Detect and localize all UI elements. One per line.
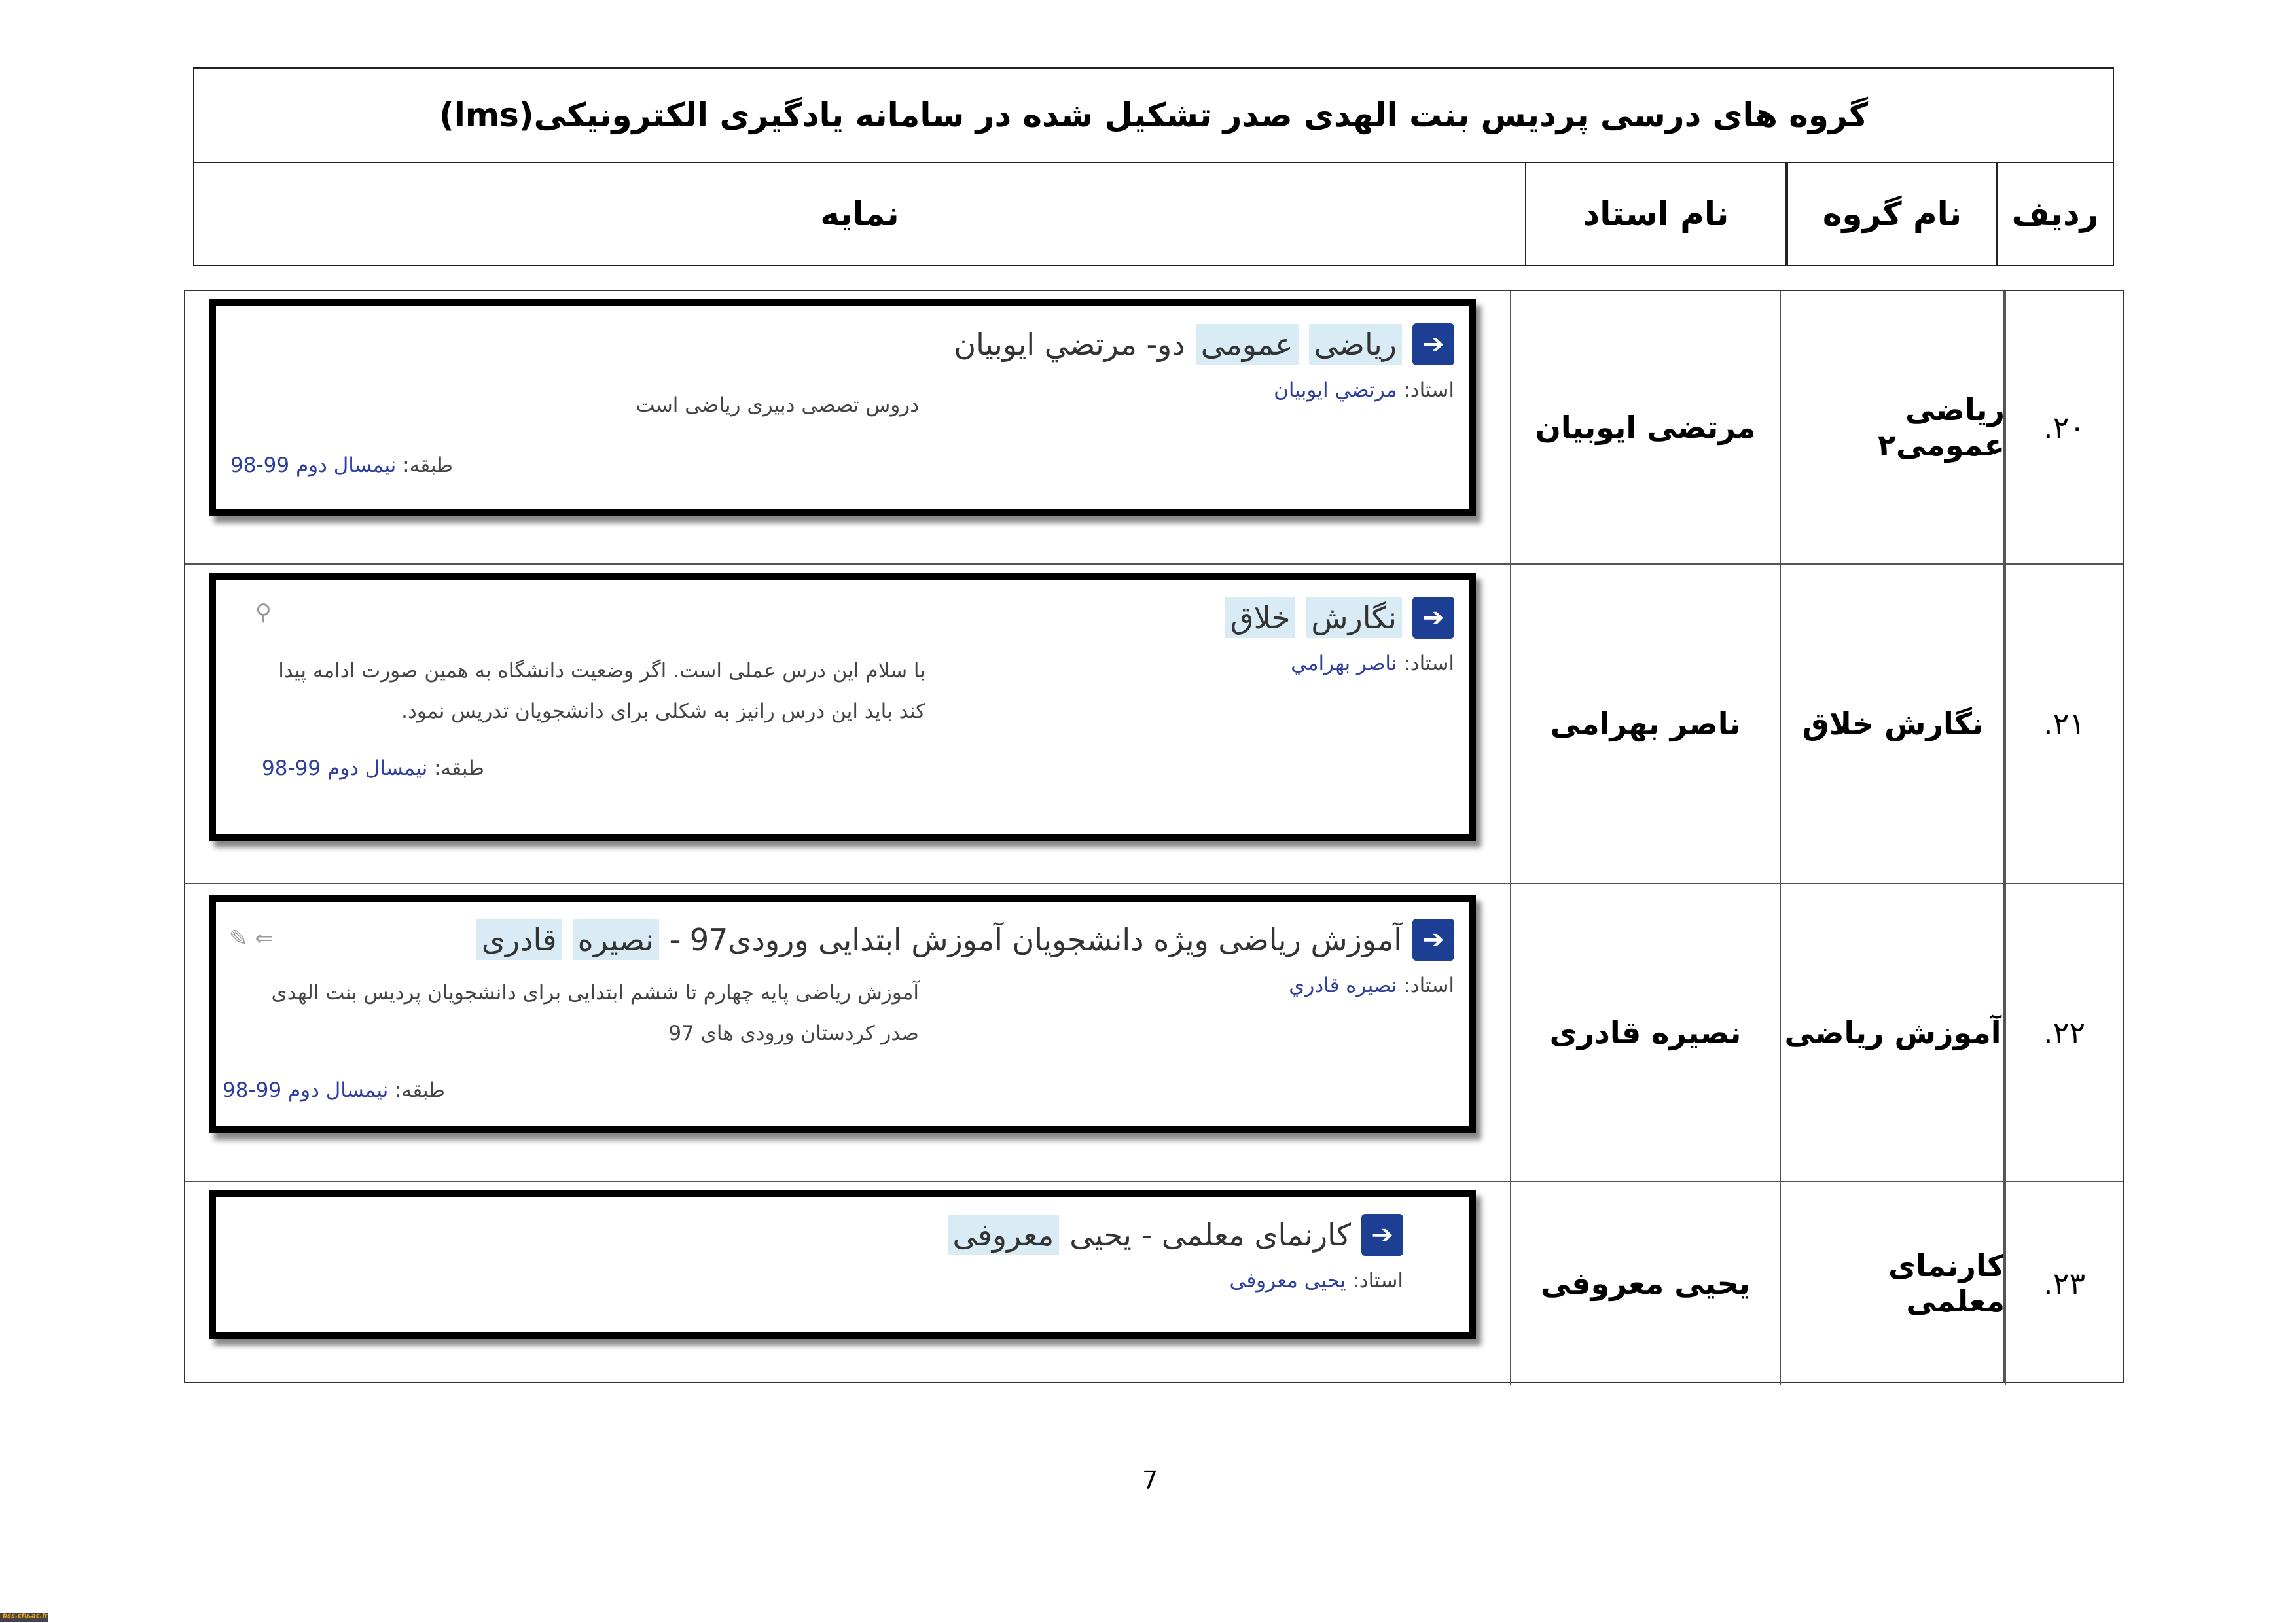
- course-title-part[interactable]: نصيره: [572, 919, 659, 960]
- course-description: دروس تصصی دبیری ریاضی است: [636, 393, 919, 417]
- enter-course-icon[interactable]: ➔: [1412, 919, 1454, 961]
- course-title-part[interactable]: نگارش: [1306, 597, 1402, 638]
- course-title-part[interactable]: آموزش رياضی ويژه دانشجويان آموزش ابتدايی…: [669, 922, 1402, 957]
- table-row: ۲۱. نگارش خلاق ناصر بهرامی ➔ نگارش خلاق …: [185, 565, 2123, 884]
- col-row-header: ردیف: [2011, 195, 2099, 233]
- course-card[interactable]: ➔ رياضی عمومی دو- مرتضي ايوبيان استاد: م…: [209, 299, 1476, 516]
- teacher-name: یحیی معروفی: [1510, 1182, 1780, 1385]
- teacher-link[interactable]: يحيی معروفی: [1229, 1269, 1346, 1293]
- card-teacher: استاد: مرتضي ايوبيان: [1274, 378, 1454, 402]
- course-title-part[interactable]: کارنمای معلمی - يحيی: [1069, 1217, 1351, 1253]
- course-term: طبقه: نیمسال دوم 99-98: [230, 454, 453, 477]
- card-teacher: استاد: نصيره قادري: [1289, 974, 1454, 997]
- page-number: 7: [1142, 1466, 1158, 1495]
- groups-table: ۲۰. ریاضی عمومی۲ مرتضی ایوبیان ➔ رياضی ع…: [184, 290, 2124, 1385]
- course-title-part[interactable]: معروفی: [947, 1215, 1060, 1255]
- group-name: کارنمای معلمی: [1780, 1182, 2005, 1385]
- page-title: گروه های درسی پردیس بنت الهدی صدر تشکیل …: [194, 69, 2113, 163]
- guest-access-icon: ⚲: [255, 599, 272, 626]
- col-group-header: نام گروه: [1787, 163, 1998, 265]
- group-name: نگارش خلاق: [1780, 565, 2005, 883]
- row-number: ۲۱.: [2005, 565, 2123, 883]
- teacher-name: ناصر بهرامی: [1510, 565, 1780, 883]
- enter-course-icon[interactable]: ➔: [1361, 1214, 1403, 1256]
- card-teacher: استاد: ناصر بهرامي: [1291, 652, 1454, 675]
- card-teacher: استاد: يحيی معروفی: [1229, 1269, 1403, 1293]
- course-description: آموزش ریاضی پایه چهارم تا ششم ابتدایی بر…: [271, 981, 919, 1045]
- course-card[interactable]: ➔ کارنمای معلمی - يحيی معروفی استاد: يحي…: [209, 1190, 1476, 1339]
- header-table: گروه های درسی پردیس بنت الهدی صدر تشکیل …: [193, 67, 2114, 266]
- group-name: آموزش ریاضی: [1780, 884, 2005, 1181]
- teacher-link[interactable]: ناصر بهرامي: [1291, 652, 1397, 675]
- table-row: ۲۳. کارنمای معلمی یحیی معروفی ➔ کارنمای …: [185, 1182, 2123, 1385]
- course-title-part[interactable]: خلاق: [1225, 597, 1296, 638]
- course-title-part[interactable]: عمومی: [1195, 324, 1299, 365]
- row-number: ۲۰.: [2005, 291, 2123, 563]
- row-number: ۲۳.: [2005, 1182, 2123, 1385]
- enter-course-icon[interactable]: ➔: [1412, 597, 1454, 639]
- col-view-header: نمایه: [820, 195, 899, 233]
- teacher-link[interactable]: مرتضي ايوبيان: [1274, 378, 1397, 402]
- course-title-part[interactable]: قادری: [476, 919, 562, 960]
- teacher-name: مرتضی ایوبیان: [1510, 291, 1780, 563]
- col-teacher-header: نام استاد: [1525, 163, 1787, 265]
- course-term: طبقه: نیمسال دوم 99-98: [262, 757, 484, 780]
- watermark: bss.cfu.ac.ir: [0, 1613, 48, 1622]
- row-number: ۲۲.: [2005, 884, 2123, 1181]
- edit-and-unenrol-icons[interactable]: ⇐ ✎: [229, 925, 274, 952]
- course-title-part[interactable]: رياضی: [1308, 324, 1402, 365]
- table-row: ۲۰. ریاضی عمومی۲ مرتضی ایوبیان ➔ رياضی ع…: [185, 291, 2123, 565]
- course-card[interactable]: ➔ نگارش خلاق استاد: ناصر بهرامي با سلام …: [209, 573, 1476, 841]
- course-card[interactable]: ➔ آموزش رياضی ويژه دانشجويان آموزش ابتدا…: [209, 895, 1476, 1133]
- course-description: با سلام این درس عملی است. اگر وضعیت دانش…: [278, 659, 925, 723]
- enter-course-icon[interactable]: ➔: [1412, 323, 1454, 365]
- teacher-name: نصیره قادری: [1510, 884, 1780, 1181]
- course-title-part[interactable]: دو- مرتضي ايوبيان: [954, 327, 1185, 362]
- course-term: طبقه: نیمسال دوم 99-98: [223, 1079, 445, 1102]
- group-name: ریاضی عمومی۲: [1780, 291, 2005, 563]
- teacher-link[interactable]: نصيره قادري: [1289, 974, 1397, 997]
- table-row: ۲۲. آموزش ریاضی نصیره قادری ➔ آموزش رياض…: [185, 884, 2123, 1182]
